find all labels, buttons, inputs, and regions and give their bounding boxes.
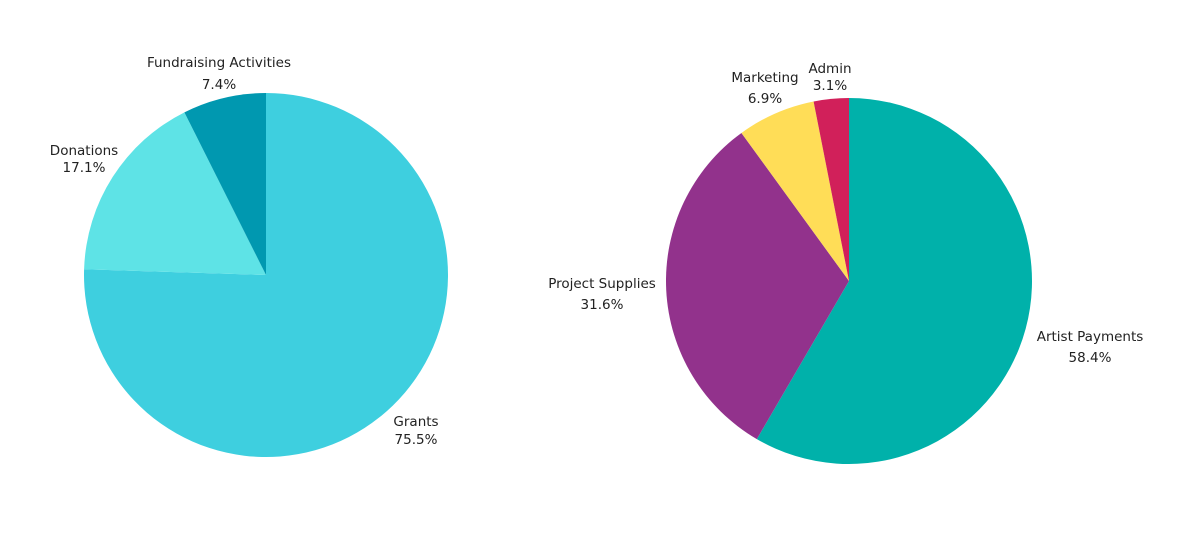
slice-label-project-supplies: Project Supplies bbox=[548, 276, 656, 292]
slice-label-admin: Admin bbox=[808, 61, 851, 77]
slice-percent-admin: 3.1% bbox=[813, 78, 847, 94]
slice-percent-project-supplies: 31.6% bbox=[581, 297, 624, 313]
pie-slice-artist-payments bbox=[756, 98, 1032, 464]
slice-label-donations: Donations bbox=[50, 143, 118, 159]
slice-label-marketing: Marketing bbox=[731, 70, 798, 86]
slice-label-artist-payments: Artist Payments bbox=[1037, 329, 1144, 345]
expense-pie-chart: Artist Payments 58.4% Project Supplies 31.6… bbox=[548, 61, 1143, 464]
slice-label-fundraising-activities: Fundraising Activities bbox=[147, 55, 291, 71]
slice-percent-donations: 17.1% bbox=[63, 160, 106, 176]
slice-percent-fundraising-activities: 7.4% bbox=[202, 77, 236, 93]
slice-percent-grants: 75.5% bbox=[395, 432, 438, 448]
pie-slice-grants bbox=[84, 93, 449, 457]
slice-percent-marketing: 6.9% bbox=[748, 91, 782, 107]
pie-slice-donations bbox=[84, 112, 266, 275]
pie-slice-admin bbox=[813, 98, 849, 281]
pie-slice-marketing bbox=[741, 101, 849, 281]
slice-label-grants: Grants bbox=[393, 414, 438, 430]
pie-slice-project-supplies bbox=[666, 132, 849, 440]
pie-slice-fundraising-activities bbox=[184, 93, 266, 275]
slice-percent-artist-payments: 58.4% bbox=[1069, 350, 1112, 366]
